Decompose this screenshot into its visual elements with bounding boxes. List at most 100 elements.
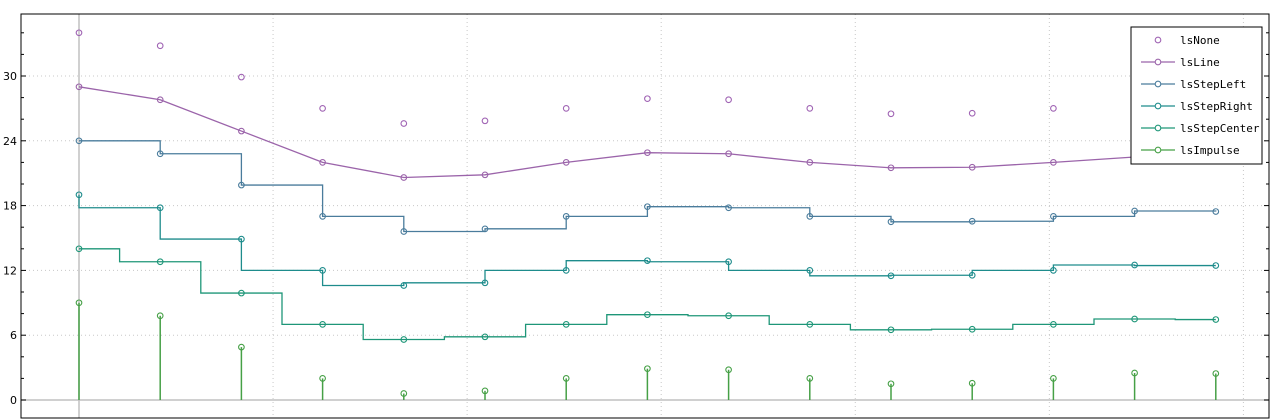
data-point-marker [1131,261,1138,269]
data-point-marker [319,321,326,328]
data-point-marker [1212,262,1220,269]
y-tick-label: 6 [10,329,17,342]
y-tick-label: 12 [3,264,17,277]
axes-frame [20,13,1270,419]
data-point-marker [725,96,732,104]
y-tick-label: 0 [10,394,17,407]
data-point-marker [725,258,732,266]
series-line [79,140,1217,233]
legend-label: lsStepLeft [1180,78,1246,91]
legend-marker-icon [1154,36,1162,44]
data-point-marker [968,109,976,117]
data-point-marker [319,105,326,112]
data-point-marker [75,299,83,307]
data-point-marker [1050,213,1057,220]
data-point-marker [968,217,976,225]
data-point-marker [562,105,570,112]
data-point-marker [562,375,570,382]
data-point-marker [75,191,83,199]
y-tick-label: 24 [3,135,17,148]
legend-item-lsNone: lsNone [1154,34,1220,47]
series-line [79,248,1216,341]
data-point-marker [481,333,489,341]
data-point-marker [238,289,245,297]
data-point-marker [806,267,814,274]
data-point-marker [562,321,570,328]
data-point-marker [156,204,164,212]
data-point-marker [1212,208,1220,215]
data-point-marker [806,159,814,166]
data-point-marker [75,29,83,37]
data-point-marker [156,258,164,266]
series-lsStepLeft [75,137,1220,235]
legend-marker-icon [1154,58,1162,66]
series-lsNone [75,29,1220,127]
series-line [78,194,1216,287]
series-lsImpulse [75,299,1220,400]
data-point-marker [1050,267,1057,274]
data-point-marker [238,181,245,189]
data-point-marker [887,380,895,388]
data-point-marker [725,150,732,158]
legend-label: lsLine [1180,56,1220,69]
data-point-marker [887,272,895,280]
data-point-marker [725,204,732,212]
data-point-marker [1050,105,1057,112]
data-point-marker [481,279,489,287]
data-point-marker [644,311,651,319]
data-point-marker [400,282,408,289]
data-point-marker [1131,207,1138,215]
data-point-marker [968,325,976,333]
data-point-marker [644,365,651,373]
legend-item-lsLine: lsLine [1141,56,1220,69]
data-point-marker [968,271,976,279]
data-point-marker [156,42,164,50]
data-point-marker [806,375,814,382]
data-point-marker [562,213,570,220]
data-point-marker [400,390,408,397]
data-point-marker [400,336,408,343]
data-point-marker [156,96,164,104]
legend-marker-icon [1154,124,1162,132]
legend-item-lsStepLeft: lsStepLeft [1141,78,1246,91]
data-point-marker [806,105,814,112]
legend-label: lsStepRight [1180,100,1253,113]
data-point-marker [1050,375,1057,382]
data-point-marker [238,343,245,351]
data-point-marker [725,366,732,374]
data-point-marker [1131,315,1138,323]
legend-marker-icon [1154,102,1162,110]
data-point-marker [968,379,976,387]
legend-item-lsImpulse: lsImpulse [1141,144,1240,157]
data-point-marker [1050,159,1057,166]
data-point-marker [319,267,326,274]
data-point-marker [644,149,651,157]
data-point-marker [887,218,895,226]
data-point-marker [400,174,408,181]
y-tick-label: 18 [3,200,17,213]
data-point-marker [725,312,732,320]
data-point-marker [481,387,489,395]
data-point-marker [968,163,976,171]
data-point-marker [481,171,489,179]
data-point-marker [1212,370,1220,377]
data-point-marker [156,312,164,320]
data-point-marker [400,228,408,235]
legend-label: lsImpulse [1180,144,1240,157]
data-point-marker [644,95,651,103]
data-point-marker [806,213,814,220]
data-point-marker [400,120,408,127]
data-point-marker [481,117,489,125]
series-lsLine [75,83,1220,181]
legend-marker-icon [1154,146,1162,154]
data-point-marker [481,225,489,233]
data-point-marker [238,127,245,135]
data-point-marker [562,159,570,166]
data-point-marker [644,257,651,265]
data-point-marker [319,213,326,220]
data-point-marker [75,137,83,145]
legend: lsNone lsLine lsStepLeft lsStepRight lsStepC… [1130,26,1263,165]
data-point-marker [75,245,83,253]
series-lsStepCenter [75,245,1220,343]
